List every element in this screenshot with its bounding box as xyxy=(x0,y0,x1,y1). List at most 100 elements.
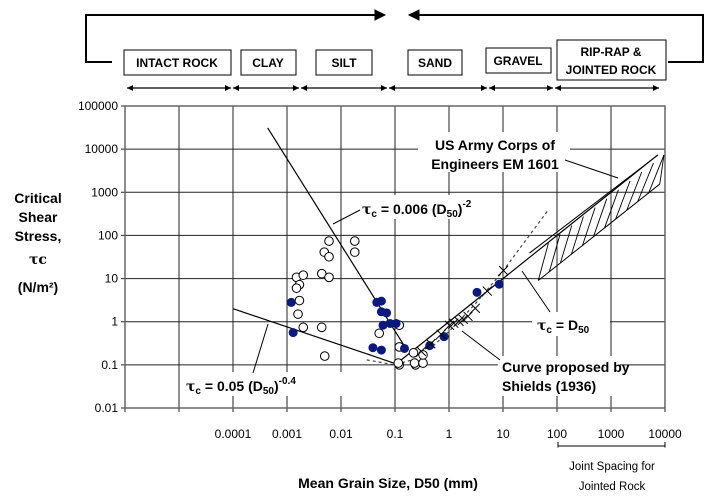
svg-text:τc = 0.05 (D50)-0.4: τc = 0.05 (D50)-0.4 xyxy=(186,376,296,397)
svg-text:Curve proposed by: Curve proposed by xyxy=(502,359,630,375)
data-point-filled xyxy=(400,343,410,353)
annotation-shields: Curve proposed by Shields (1936) xyxy=(461,330,630,396)
data-point-filled xyxy=(286,297,296,307)
data-point-filled xyxy=(382,308,392,318)
label-riprap: RIP-RAP & xyxy=(580,45,641,59)
arrow-head xyxy=(225,85,231,91)
x-axis-label: Mean Grain Size, D50 (mm) xyxy=(298,475,478,491)
y-tick-label: 0.1 xyxy=(101,358,118,372)
y-tick-label: 100 xyxy=(98,228,118,242)
data-point-open xyxy=(374,328,385,339)
arrow-head xyxy=(547,85,553,91)
range-arrows xyxy=(127,85,659,91)
svg-text:(N/m²): (N/m²) xyxy=(18,279,58,295)
arrow-head-right xyxy=(374,9,387,21)
arrow-head xyxy=(481,85,487,91)
label-intact-rock: INTACT ROCK xyxy=(136,56,218,70)
annotation-corps: US Army Corps of Engineers EM 1601 xyxy=(418,132,619,179)
y-tick-label: 0.01 xyxy=(95,401,119,415)
hatch-line xyxy=(582,207,596,246)
hatch-line xyxy=(637,162,654,202)
data-point-cross xyxy=(447,318,459,330)
data-point-open xyxy=(291,283,302,293)
data-point-open xyxy=(294,295,305,306)
soil-class-header xyxy=(85,9,704,81)
right-bracket-arrow xyxy=(416,14,704,63)
data-points xyxy=(286,236,509,370)
data-point-open xyxy=(319,351,330,361)
arrow-head xyxy=(555,85,561,91)
data-point-filled xyxy=(288,328,298,338)
y-axis-label: Critical Shear Stress, τc (N/m²) xyxy=(14,190,61,295)
band-upper-edge xyxy=(529,154,659,254)
arrow-head xyxy=(233,85,239,91)
hatch-line xyxy=(593,198,608,237)
box-intact-rock xyxy=(123,49,232,76)
data-point-open xyxy=(293,309,303,319)
data-point-cross xyxy=(415,346,427,358)
box-silt xyxy=(315,49,373,76)
data-point-filled xyxy=(368,343,378,353)
svg-text:τc: τc xyxy=(29,252,47,268)
data-point-cross xyxy=(424,338,436,350)
data-point-cross xyxy=(481,286,493,297)
arrow-head xyxy=(301,85,307,91)
hatch-line xyxy=(648,154,665,194)
svg-text:Engineers EM 1601: Engineers EM 1601 xyxy=(431,156,559,172)
data-point-open xyxy=(298,270,309,280)
arrow-head xyxy=(653,85,659,91)
data-point-filled xyxy=(494,279,504,289)
box-clay xyxy=(240,49,297,76)
plot-frame xyxy=(124,105,666,409)
hatch-line xyxy=(548,234,561,272)
x-tick-label: 0.0001 xyxy=(215,427,252,441)
x-tick-label: 10 xyxy=(496,427,510,441)
data-point-open xyxy=(324,272,334,283)
svg-text:US Army Corps of: US Army Corps of xyxy=(435,137,555,153)
data-point-filled xyxy=(391,318,401,328)
svg-text:τc = 0.006 (D50)-2: τc = 0.006 (D50)-2 xyxy=(362,199,472,220)
y-tick-label: 1000 xyxy=(91,185,118,199)
arrow-head xyxy=(127,85,133,91)
hatch-line xyxy=(570,216,584,255)
label-sand: SAND xyxy=(418,56,452,70)
data-point-cross xyxy=(469,303,481,315)
y-tick-label: 1 xyxy=(111,315,118,329)
data-point-cross xyxy=(497,265,509,277)
data-point-open xyxy=(324,236,334,246)
hatch-line xyxy=(626,171,643,211)
annotation-steep-line: τc = 0.006 (D50)-2 xyxy=(332,195,488,225)
hatch-line xyxy=(559,225,573,264)
y-tick-label: 100000 xyxy=(78,99,118,113)
data-point-cross xyxy=(457,314,469,326)
data-point-open xyxy=(418,350,428,360)
arrow-head xyxy=(489,85,495,91)
svg-text:Stress,: Stress, xyxy=(15,228,62,244)
x-tick-label: 1 xyxy=(446,427,453,441)
data-point-filled xyxy=(472,287,482,297)
data-point-cross xyxy=(435,329,446,341)
hatch-line xyxy=(604,189,619,229)
data-point-filled xyxy=(376,296,386,306)
data-point-filled xyxy=(425,341,435,351)
arrow-head xyxy=(389,85,395,91)
data-point-cross xyxy=(462,311,473,323)
y-tick-label: 10000 xyxy=(85,142,119,156)
trend-line xyxy=(232,308,400,366)
data-point-open xyxy=(409,358,420,368)
hatch-line xyxy=(615,180,631,220)
band-lower-edge xyxy=(537,183,661,281)
trend-line xyxy=(394,154,659,366)
label-clay: CLAY xyxy=(252,56,284,70)
arrow-head xyxy=(381,85,387,91)
x-tick-label: 0.1 xyxy=(387,427,404,441)
data-point-cross xyxy=(443,320,455,332)
data-point-filled xyxy=(376,345,386,355)
box-sand xyxy=(407,49,463,76)
x-tick-label: 10000 xyxy=(648,427,682,441)
data-point-filled xyxy=(378,320,388,330)
data-point-open xyxy=(349,247,360,257)
x-tick-label: 1000 xyxy=(598,427,625,441)
data-point-open xyxy=(316,322,327,333)
